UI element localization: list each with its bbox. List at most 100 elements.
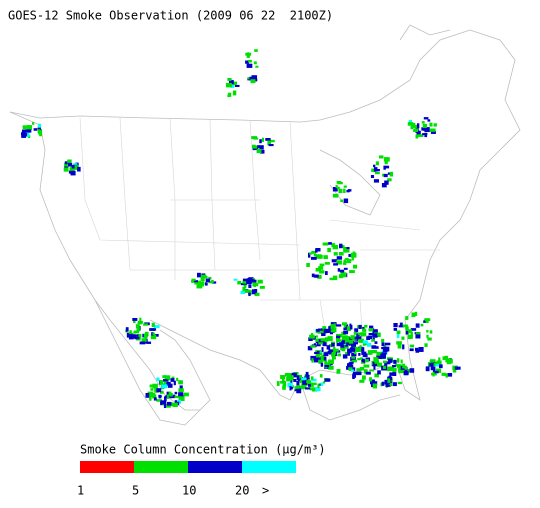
smoke-pixel xyxy=(342,262,347,265)
smoke-pixel xyxy=(143,323,149,326)
smoke-pixel xyxy=(205,278,211,283)
smoke-pixel xyxy=(394,368,397,372)
smoke-pixel xyxy=(427,337,432,341)
smoke-pixel xyxy=(452,368,457,373)
smoke-pixel xyxy=(178,388,184,393)
smoke-pixel xyxy=(302,380,308,386)
smoke-pixel xyxy=(328,365,334,370)
smoke-pixel xyxy=(335,348,339,352)
smoke-pixel xyxy=(248,279,255,282)
smoke-pixel xyxy=(145,393,151,398)
smoke-pixel xyxy=(152,383,158,389)
smoke-pixel xyxy=(331,243,336,248)
smoke-pixel xyxy=(344,337,349,342)
smoke-pixel xyxy=(369,369,375,372)
smoke-pixel xyxy=(417,134,424,137)
smoke-pixel xyxy=(426,330,429,333)
smoke-pixel xyxy=(392,382,397,387)
smoke-pixel xyxy=(133,319,136,323)
smoke-pixel xyxy=(336,369,340,374)
smoke-pixel xyxy=(290,376,294,381)
smoke-pixel xyxy=(358,338,365,343)
smoke-pixel xyxy=(37,129,41,134)
smoke-pixel xyxy=(397,343,402,349)
smoke-pixel xyxy=(316,329,320,332)
smoke-pixel xyxy=(362,343,366,346)
smoke-pixel xyxy=(342,339,348,344)
smoke-pixel xyxy=(339,342,343,347)
smoke-pixel xyxy=(311,256,317,260)
smoke-pixel xyxy=(344,259,347,263)
base-map xyxy=(9,24,521,426)
smoke-pixel xyxy=(369,325,374,329)
smoke-pixel xyxy=(393,359,397,364)
smoke-pixel xyxy=(167,401,172,406)
smoke-pixel xyxy=(425,366,430,372)
smoke-pixel xyxy=(345,351,350,355)
smoke-pixel xyxy=(151,322,155,327)
smoke-pixel xyxy=(348,349,352,354)
smoke-pixel xyxy=(332,329,335,333)
smoke-pixel xyxy=(368,333,375,336)
smoke-pixel xyxy=(327,247,331,253)
smoke-pixel xyxy=(376,351,382,356)
smoke-pixel xyxy=(381,338,385,343)
smoke-pixel xyxy=(318,359,324,363)
smoke-pixel xyxy=(397,381,402,385)
smoke-pixel xyxy=(375,172,380,175)
smoke-pixel xyxy=(338,274,344,279)
smoke-pixel xyxy=(380,353,386,359)
smoke-pixel xyxy=(22,132,28,137)
smoke-pixel xyxy=(381,342,385,347)
smoke-pixel xyxy=(172,402,178,408)
smoke-pixel xyxy=(322,242,329,246)
smoke-pixel xyxy=(374,341,378,344)
smoke-pixel xyxy=(438,357,441,362)
smoke-pixel xyxy=(298,376,301,379)
smoke-pixel xyxy=(350,335,356,340)
smoke-pixel xyxy=(348,362,352,367)
smoke-pixel xyxy=(242,278,248,282)
smoke-pixel xyxy=(454,366,461,370)
smoke-pixel xyxy=(267,140,272,146)
smoke-pixel xyxy=(377,362,382,367)
smoke-pixel xyxy=(346,366,350,370)
smoke-pixel xyxy=(356,334,359,337)
smoke-pixel xyxy=(191,279,195,283)
smoke-pixel xyxy=(160,400,167,405)
smoke-pixel xyxy=(332,347,336,351)
smoke-pixel xyxy=(252,279,257,283)
smoke-pixel xyxy=(348,367,353,371)
smoke-pixel xyxy=(402,324,408,328)
smoke-pixel xyxy=(373,164,376,168)
smoke-pixel xyxy=(309,252,313,255)
smoke-pixel xyxy=(163,379,169,382)
smoke-pixel xyxy=(308,382,314,387)
smoke-pixel xyxy=(68,162,73,167)
smoke-pixel xyxy=(384,342,391,346)
smoke-pixel xyxy=(340,199,344,202)
smoke-pixel xyxy=(293,379,297,382)
smoke-pixel xyxy=(341,346,346,352)
smoke-pixel xyxy=(369,377,372,382)
smoke-pixel xyxy=(179,385,183,389)
smoke-pixel xyxy=(248,59,252,63)
smoke-pixel xyxy=(313,274,319,278)
smoke-pixel xyxy=(136,334,142,338)
smoke-pixel xyxy=(336,181,342,184)
smoke-pixel xyxy=(25,129,32,133)
smoke-pixel xyxy=(178,380,183,385)
smoke-pixel xyxy=(332,356,336,360)
smoke-pixel xyxy=(254,292,260,296)
smoke-pixel xyxy=(393,328,398,331)
smoke-pixel xyxy=(70,166,75,172)
smoke-pixel xyxy=(136,328,140,332)
smoke-pixel xyxy=(396,358,400,363)
smoke-pixel xyxy=(445,373,448,378)
smoke-pixel xyxy=(333,252,338,256)
smoke-pixel xyxy=(361,361,365,364)
smoke-pixel xyxy=(340,272,347,277)
smoke-pixel xyxy=(163,381,169,385)
smoke-pixel xyxy=(425,318,431,321)
smoke-pixel xyxy=(430,366,436,371)
